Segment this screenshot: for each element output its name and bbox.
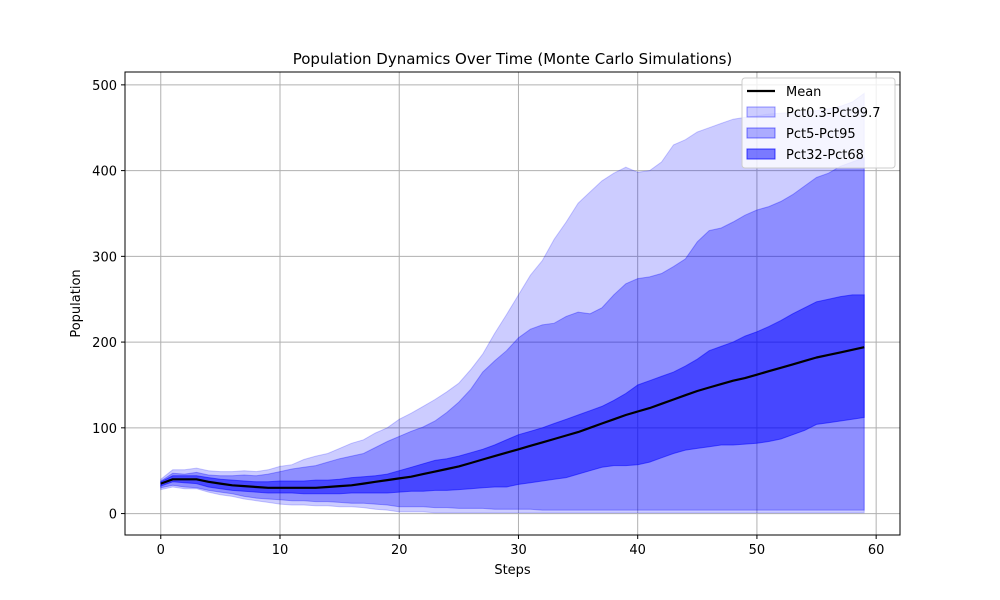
band-areas: [160, 92, 865, 514]
legend-box: [741, 77, 896, 169]
y-axis-label: Population: [69, 269, 84, 337]
legend-label: Mean: [786, 85, 821, 100]
mean-line: [160, 346, 865, 489]
x-tick-label: 50: [749, 543, 766, 558]
legend-label: Pct32-Pct68: [786, 148, 864, 163]
y-tick-label: 500: [92, 79, 117, 94]
x-tick-label: 30: [510, 543, 527, 558]
band-pct32-pct68: [160, 294, 865, 495]
x-tick-label: 0: [157, 543, 165, 558]
x-axis-ticks: 0 10 20 30 40 50 60: [157, 535, 885, 558]
legend-label: Pct5-Pct95: [786, 127, 856, 142]
legend-swatch: [746, 127, 776, 139]
y-axis-ticks: 0 100 200 300 400 500: [92, 79, 125, 523]
legend: Mean Pct0.3-Pct99.7 Pct5-Pct95 Pct32-Pct68: [741, 77, 896, 169]
x-tick-label: 10: [272, 543, 289, 558]
x-axis-label: Steps: [494, 563, 531, 578]
legend-swatch: [746, 148, 776, 160]
legend-swatch: [746, 106, 776, 118]
y-tick-label: 200: [92, 336, 117, 351]
x-tick-label: 60: [868, 543, 885, 558]
y-tick-label: 300: [92, 250, 117, 265]
x-tick-label: 40: [629, 543, 646, 558]
mean-line-group: [160, 346, 865, 489]
y-tick-label: 100: [92, 422, 117, 437]
plot-frame: [124, 71, 901, 536]
chart-title: Population Dynamics Over Time (Monte Car…: [293, 50, 733, 68]
x-tick-label: 20: [391, 543, 408, 558]
y-tick-label: 400: [92, 165, 117, 180]
y-tick-label: 0: [109, 508, 117, 523]
legend-label: Pct0.3-Pct99.7: [786, 106, 880, 121]
